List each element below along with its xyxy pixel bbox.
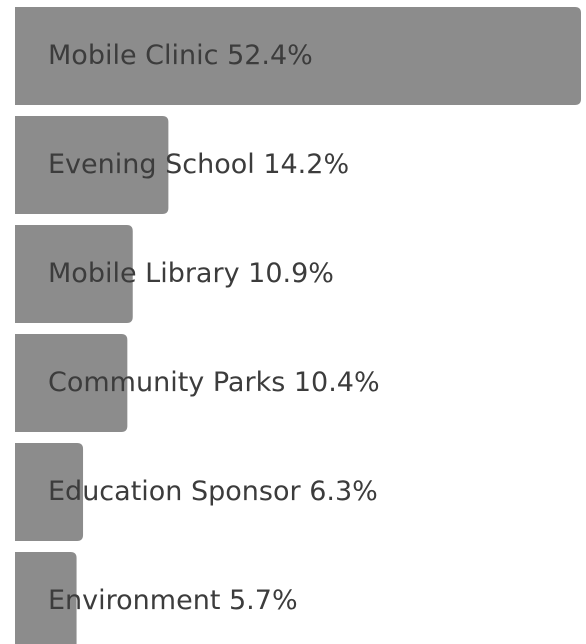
bar xyxy=(15,334,128,432)
value-label: 5.7% xyxy=(229,585,298,616)
value-label: 10.9% xyxy=(248,258,334,289)
bar-label: Evening School 14.2% xyxy=(48,149,349,180)
bar-label: Community Parks 10.4% xyxy=(48,367,380,398)
bar xyxy=(15,443,84,541)
bar xyxy=(15,7,581,105)
value-label: 52.4% xyxy=(227,40,313,71)
value-label: 14.2% xyxy=(263,149,349,180)
category-label: Education Sponsor xyxy=(48,476,301,507)
category-label: Mobile Clinic xyxy=(48,40,218,71)
value-label: 10.4% xyxy=(294,367,380,398)
bar-label: Education Sponsor 6.3% xyxy=(48,476,378,507)
bar xyxy=(15,552,77,644)
bar-label: Mobile Clinic 52.4% xyxy=(48,40,313,71)
category-label: Mobile Library xyxy=(48,258,240,289)
category-label: Evening School xyxy=(48,149,255,180)
category-label: Community Parks xyxy=(48,367,285,398)
bar xyxy=(15,225,133,323)
bar-label: Environment 5.7% xyxy=(48,585,298,616)
category-label: Environment xyxy=(48,585,220,616)
bar-label: Mobile Library 10.9% xyxy=(48,258,334,289)
bar xyxy=(15,116,169,214)
value-label: 6.3% xyxy=(309,476,378,507)
